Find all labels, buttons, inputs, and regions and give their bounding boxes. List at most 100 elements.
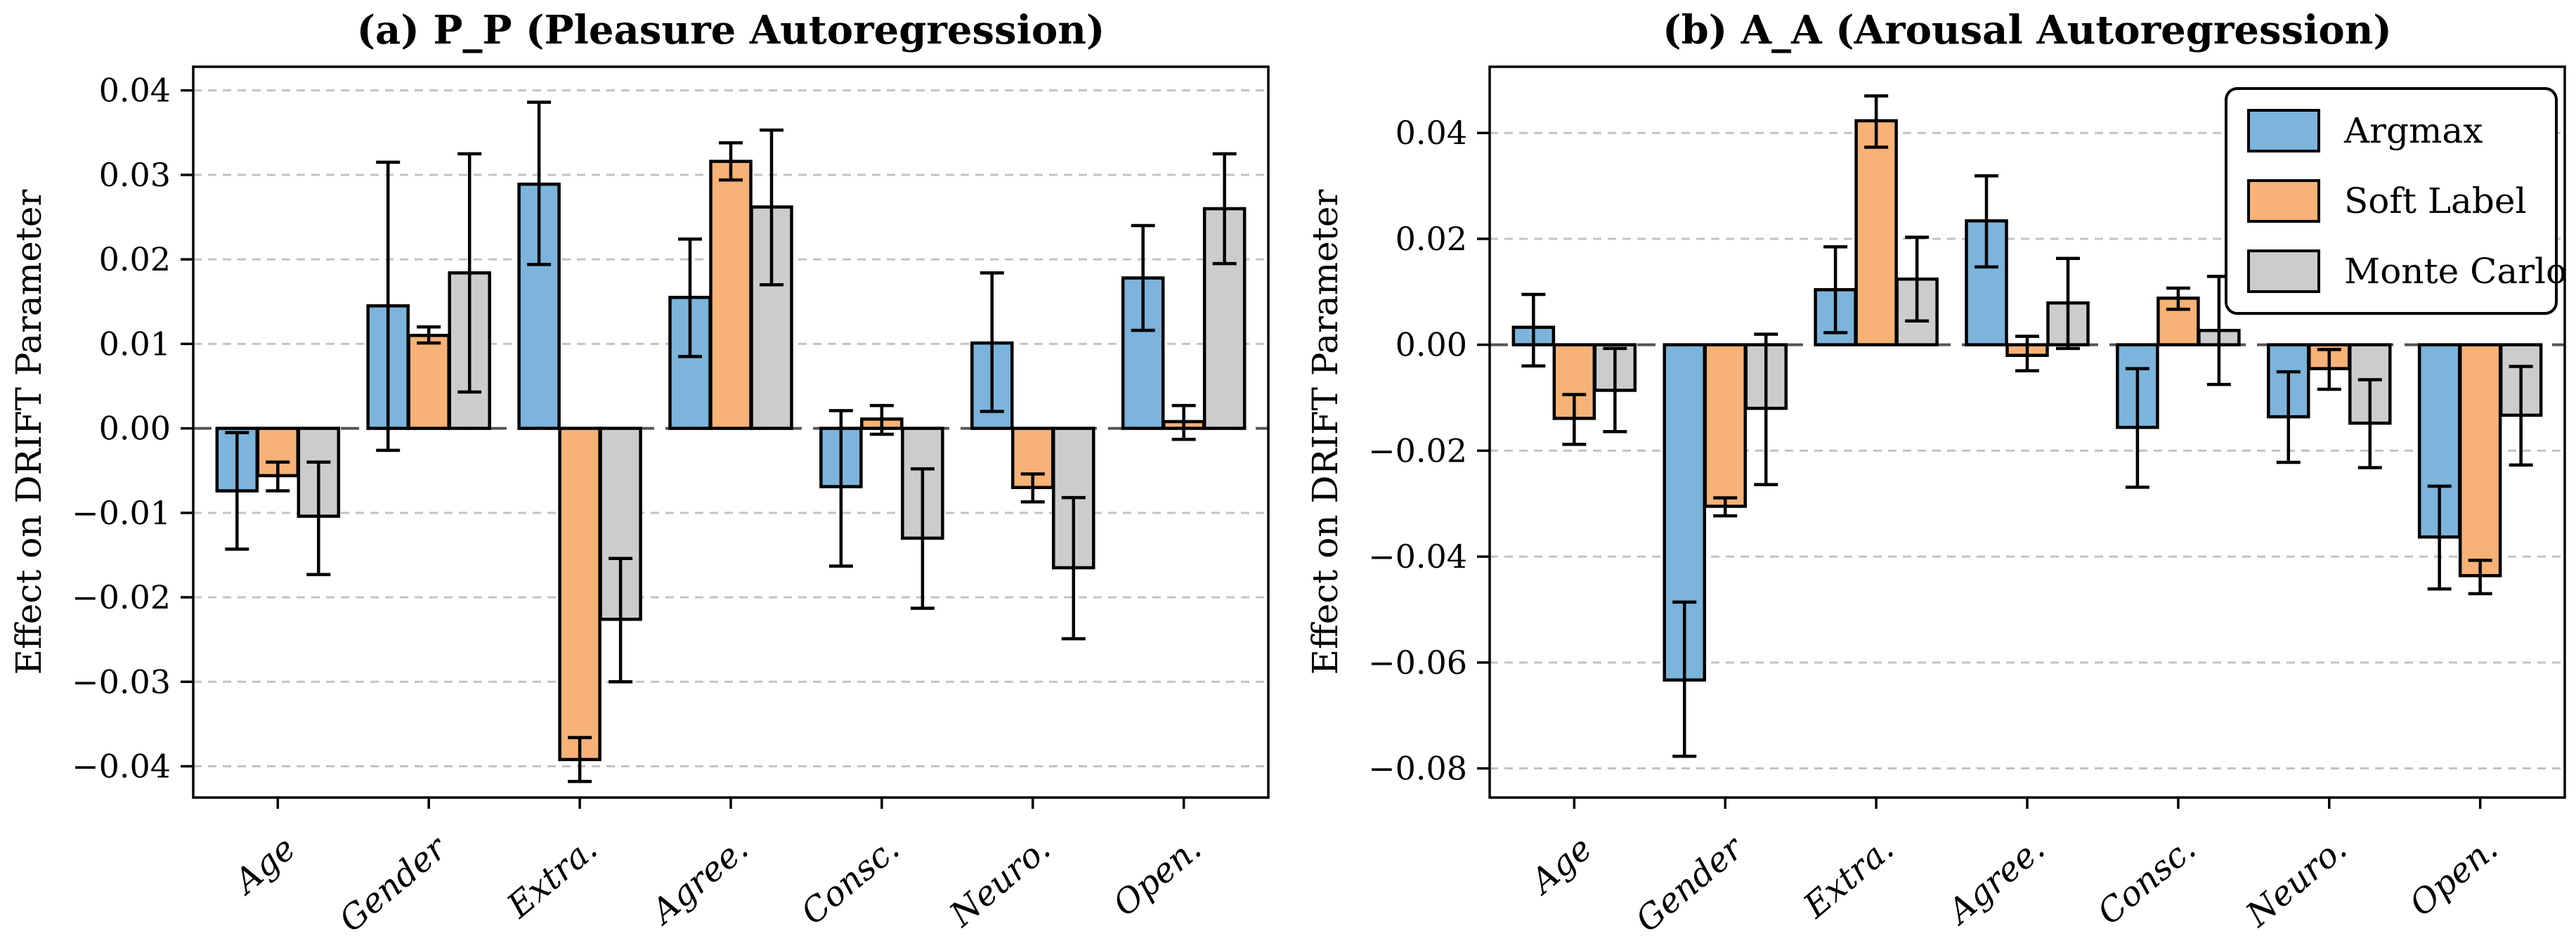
y-tick-label: 0.02 [1396,220,1467,258]
bar-soft-label-extra [558,427,601,762]
errorbar-argmax-open [2427,484,2452,591]
bar-soft-label-open [2458,343,2502,578]
errorbar-soft-label-consc [2166,286,2190,311]
x-tick-label-consc: Consc. [794,828,907,932]
errorbar-soft-label-agree [719,141,743,182]
legend-item-soft-label: Soft Label [2247,179,2526,223]
y-tick-label: −0.08 [1368,750,1467,788]
x-tick-label-open: Open. [1106,828,1209,924]
errorbar-argmax-age [225,431,249,551]
errorbar-argmax-agree [1975,174,1998,269]
errorbar-monte-carlo-gender [457,152,482,394]
errorbar-argmax-agree [678,238,702,358]
errorbar-argmax-gender [376,160,401,453]
errorbar-argmax-gender [1672,600,1697,758]
legend-item-monte-carlo: Monte Carlo [2247,249,2567,293]
x-tick-label-agree: Agree. [1939,828,2053,933]
errorbar-monte-carlo-consc [910,467,935,610]
y-axis-label: Effect on DRIFT Parameter [8,190,49,675]
errorbar-soft-label-open [1171,403,1196,441]
x-tick-label-agree: Agree. [642,828,756,933]
y-tick-label: 0.02 [99,240,171,278]
errorbar-monte-carlo-neuro [1061,495,1086,641]
bar-soft-label-gender [407,334,450,430]
panel-b: 0.04 0.02 0.00 −0.02 −0.04 −0.06 −0.08 Age Gende… [1305,7,2567,940]
series-monte-carlo [1593,235,2543,486]
x-tick-label-age: Age [225,828,303,903]
errorbar-soft-label-gender [417,325,441,345]
errorbar-argmax-extra [1823,245,1848,334]
y-tick-label: −0.06 [1368,644,1467,682]
errorbar-soft-label-age [266,460,290,493]
errorbar-soft-label-gender [1713,496,1738,518]
x-tick-label-consc: Consc. [2090,828,2204,932]
y-tick-label: 0.04 [1396,114,1467,152]
bar-soft-label-agree [709,160,753,430]
errorbar-monte-carlo-extra [1905,235,1930,323]
y-tick-label: 0.03 [99,156,171,194]
panel-a-title: (a) P_P (Pleasure Autoregression) [357,7,1105,53]
y-tick-label: 0.00 [1396,326,1467,364]
errorbar-monte-carlo-gender [1754,332,1778,486]
series-monte-carlo [297,128,1247,684]
errorbar-monte-carlo-agree [760,128,783,287]
y-tick-label: −0.02 [1368,431,1467,469]
errorbar-soft-label-age [1562,393,1587,446]
errorbar-soft-label-extra [1864,94,1889,149]
errorbar-argmax-neuro [2276,370,2301,464]
y-tick-label: 0.00 [99,410,171,448]
x-tick-label-extra: Extra. [500,828,605,926]
monte-carlo-swatch-icon [2247,249,2320,293]
errorbar-argmax-consc [828,409,853,568]
legend-item-argmax: Argmax [2247,109,2483,152]
errorbar-monte-carlo-extra [609,557,633,684]
bar-soft-label-extra [1854,119,1898,346]
x-tick-label-age: Age [1521,828,1599,903]
y-tick-label: −0.04 [1368,538,1467,575]
y-tick-label: −0.01 [72,494,171,532]
legend-label: Monte Carlo [2344,251,2567,292]
x-tick-label-extra: Extra. [1796,828,1901,926]
y-tick-label: −0.02 [72,578,171,616]
panel-a: 0.04 0.03 0.02 0.01 0.00 −0.01 −0.02 −0.03 −0.04… [8,7,1270,940]
y-tick-label: −0.03 [72,663,171,701]
series-soft-label [256,141,1206,783]
y-tick-label: −0.04 [72,748,171,786]
x-tick-label-neuro: Neuro. [942,828,1058,935]
errorbar-soft-label-agree [2015,334,2039,372]
errorbar-monte-carlo-age [1603,346,1627,434]
errorbar-soft-label-extra [568,736,592,783]
bar-soft-label-gender [1703,343,1747,508]
errorbar-monte-carlo-neuro [2357,378,2382,469]
x-tick-label-neuro: Neuro. [2238,828,2354,935]
series-soft-label [1552,94,2502,596]
errorbar-monte-carlo-age [306,460,331,576]
legend-label: Soft Label [2344,181,2526,221]
series-argmax [1511,174,2461,758]
soft-label-swatch-icon [2247,179,2320,223]
y-axis-label: Effect on DRIFT Parameter [1305,190,1346,675]
x-tick-label-gender: Gender [332,827,455,939]
x-tick-label-open: Open. [2402,828,2506,924]
errorbar-argmax-open [1131,223,1155,332]
errorbar-soft-label-consc [869,403,894,436]
errorbar-argmax-consc [2125,367,2149,489]
x-tick-label-gender: Gender [1628,827,1752,939]
errorbar-argmax-neuro [980,271,1004,413]
errorbar-soft-label-neuro [1020,472,1045,504]
errorbar-argmax-extra [527,100,552,266]
errorbar-soft-label-neuro [2317,348,2341,391]
errorbar-monte-carlo-agree [2056,256,2080,351]
legend: Argmax Soft Label Monte Carlo [2225,87,2567,315]
y-tick-label: 0.04 [99,72,171,110]
legend-label: Argmax [2343,110,2483,151]
argmax-swatch-icon [2247,109,2320,152]
errorbar-monte-carlo-open [1212,152,1237,266]
y-tick-label: 0.01 [99,325,171,363]
errorbar-argmax-age [1521,292,1546,368]
series-argmax [215,100,1165,568]
errorbar-monte-carlo-open [2509,365,2533,467]
panel-b-title: (b) A_A (Arousal Autoregression) [1663,7,2392,53]
